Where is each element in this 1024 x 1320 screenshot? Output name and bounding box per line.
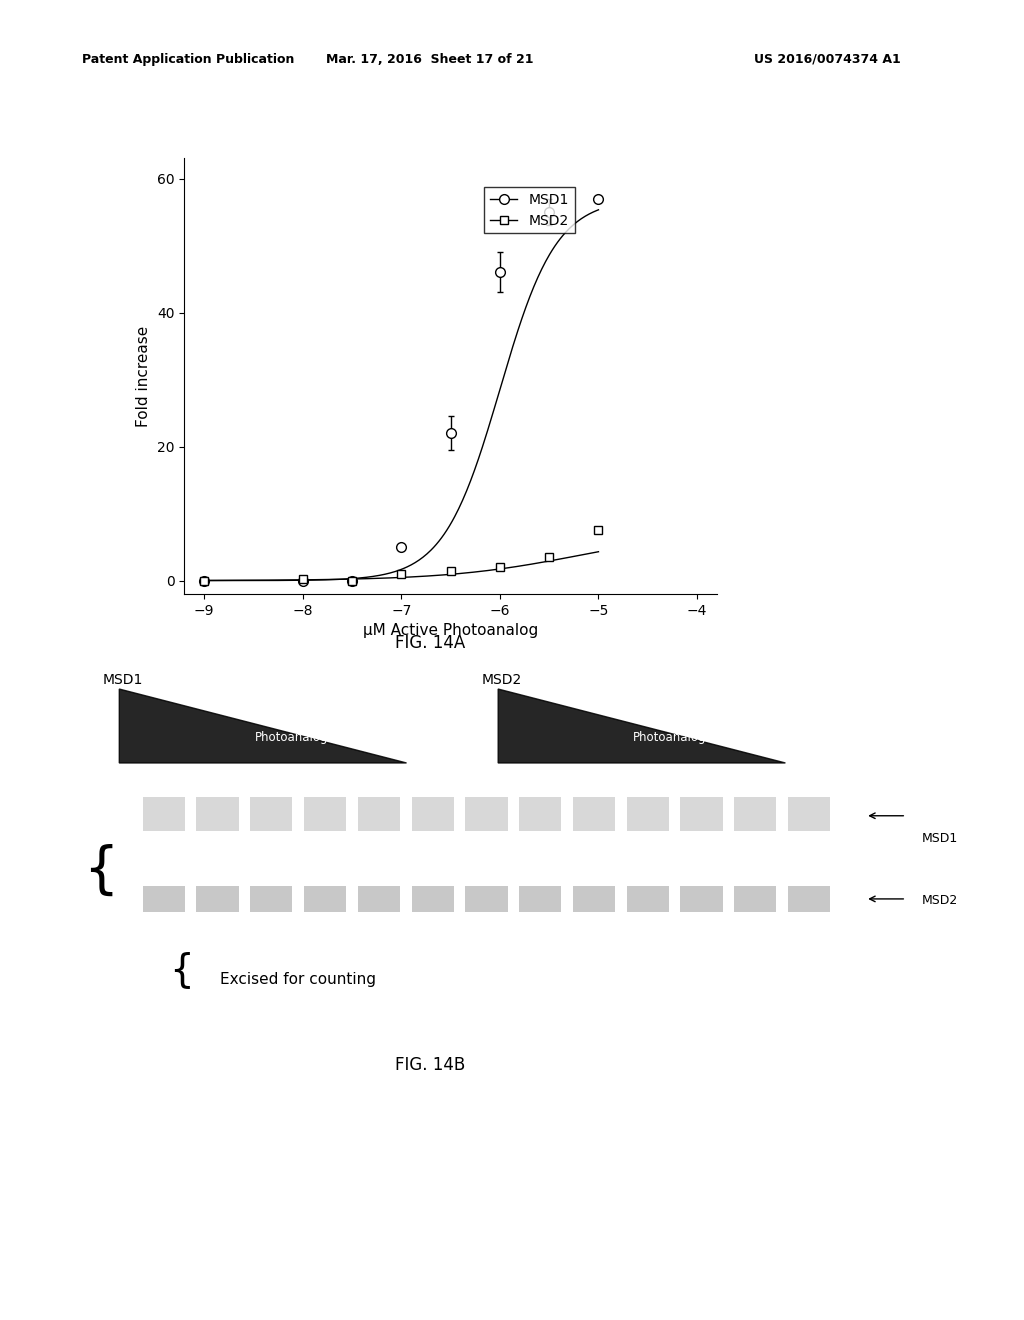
Text: MSD2: MSD2 xyxy=(922,894,957,907)
Bar xyxy=(357,797,400,830)
Bar xyxy=(787,886,830,912)
Text: Photoanalog: Photoanalog xyxy=(255,731,328,744)
Bar xyxy=(787,797,830,830)
Text: US 2016/0074374 A1: US 2016/0074374 A1 xyxy=(755,53,901,66)
Bar xyxy=(197,886,239,912)
Polygon shape xyxy=(119,689,407,763)
Bar xyxy=(304,797,346,830)
Text: {: { xyxy=(169,952,194,989)
Text: MSD2: MSD2 xyxy=(481,673,521,688)
Text: Photoanalog: Photoanalog xyxy=(633,731,707,744)
Text: Active: Active xyxy=(289,700,325,713)
Bar xyxy=(304,886,346,912)
Text: {: { xyxy=(83,845,119,898)
Bar xyxy=(250,797,293,830)
Text: MSD1: MSD1 xyxy=(102,673,142,688)
Bar xyxy=(572,797,615,830)
Bar xyxy=(465,886,508,912)
Bar xyxy=(572,886,615,912)
Bar xyxy=(734,886,776,912)
Text: MSD1: MSD1 xyxy=(922,832,957,845)
Y-axis label: Fold increase: Fold increase xyxy=(136,326,152,426)
Bar xyxy=(465,797,508,830)
Legend: MSD1, MSD2: MSD1, MSD2 xyxy=(484,187,574,234)
Bar xyxy=(627,886,669,912)
Bar xyxy=(734,797,776,830)
Text: Excised for counting: Excised for counting xyxy=(220,972,376,987)
Text: FIG. 14A: FIG. 14A xyxy=(395,634,465,652)
Polygon shape xyxy=(498,689,785,763)
Bar xyxy=(357,886,400,912)
Bar xyxy=(519,797,561,830)
Bar xyxy=(412,886,454,912)
Text: Mar. 17, 2016  Sheet 17 of 21: Mar. 17, 2016 Sheet 17 of 21 xyxy=(327,53,534,66)
X-axis label: μM Active Photoanalog: μM Active Photoanalog xyxy=(362,623,539,639)
Bar xyxy=(142,797,185,830)
Bar xyxy=(519,886,561,912)
Bar xyxy=(627,797,669,830)
Bar xyxy=(250,886,293,912)
Bar xyxy=(412,797,454,830)
Text: FIG. 14B: FIG. 14B xyxy=(395,1056,465,1074)
Bar xyxy=(197,797,239,830)
Text: Active: Active xyxy=(668,700,703,713)
Bar xyxy=(142,886,185,912)
Bar xyxy=(680,886,723,912)
Bar xyxy=(680,797,723,830)
Text: Patent Application Publication: Patent Application Publication xyxy=(82,53,294,66)
